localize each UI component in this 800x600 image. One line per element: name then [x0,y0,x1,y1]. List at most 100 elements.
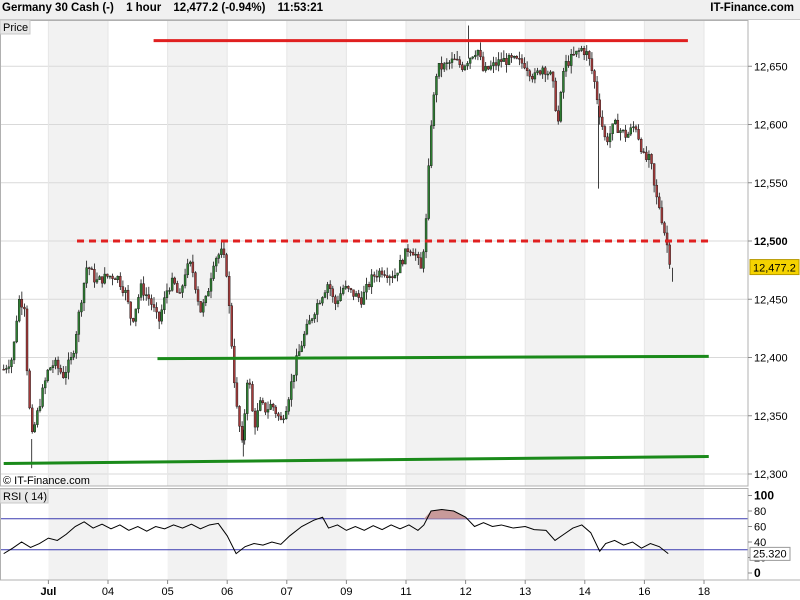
candle-body [217,254,220,259]
candle [264,402,267,415]
y-tick-label: 12,600 [754,120,788,132]
candle [647,150,651,168]
candle [295,348,298,382]
candle-body [466,63,469,67]
candle [354,290,358,297]
candle [261,397,265,405]
candle [194,271,197,294]
candle-body [163,297,166,311]
candle-body [396,272,399,276]
candle-body [202,302,205,313]
candle-body [665,232,669,246]
candle [2,364,5,371]
candle [269,399,272,410]
candle-body [430,125,433,166]
rsi-panel-frame [0,488,749,581]
candle [77,309,81,343]
candle-body [629,127,632,135]
candle [46,368,49,383]
candle [251,381,254,412]
candle-body [417,254,420,259]
candle [157,311,161,330]
candle [18,295,21,323]
candle [98,275,101,280]
candle [632,121,635,133]
candle-body [500,59,503,62]
candle [72,350,75,361]
candle-body [49,367,52,371]
session-band [644,488,704,580]
candle [378,268,381,283]
candle-body [634,126,638,130]
candle [512,55,516,60]
candle [665,225,669,253]
candle [334,294,337,311]
candle [12,341,16,365]
y-tick-label: 12,400 [754,353,788,365]
candle [217,252,220,264]
candle [145,287,148,301]
candle-body [468,57,472,64]
candle-body [637,129,640,140]
rsi-overbought-fill [423,509,469,519]
rsi-current-value: 25.320 [753,548,787,560]
candle [163,291,166,314]
candle [20,291,24,316]
candle-body [515,56,518,59]
candle [417,251,420,266]
candle [608,125,612,148]
candle [479,42,482,61]
candle [313,312,316,323]
y-tick-label: 12,450 [754,294,788,306]
y-tick-label: 12,550 [754,178,788,190]
candle [422,249,425,273]
candle-body [277,413,280,417]
candle [637,124,640,141]
candle-body [419,257,423,269]
candle-body [46,369,49,381]
candle-body [243,413,246,441]
candle-body [248,382,252,385]
session-band [286,20,347,486]
candle-body [487,66,490,70]
candle-body [557,110,560,122]
candle-body [147,294,151,299]
candle [80,299,83,317]
candle-body [329,284,332,289]
candle [409,249,412,257]
candle [292,374,296,389]
candle-body [608,133,612,143]
candle-body [437,63,441,77]
candle-body [601,116,604,127]
rsi-y-tick-label: 60 [754,522,766,534]
candle [453,54,456,61]
candle [411,248,415,256]
candle-body [409,251,412,253]
candle-body [62,371,65,378]
candle-body [145,294,148,296]
candle [132,317,135,323]
candle-body [251,384,254,412]
candle [331,285,334,303]
candle [339,286,342,302]
candle [401,258,404,267]
x-tick-label: 16 [638,586,650,598]
candle [621,129,625,134]
candle-body [282,418,285,421]
candle [129,301,132,326]
candle-body [321,297,324,304]
candle [75,331,78,359]
candle-body [652,163,656,186]
candle [639,137,643,154]
candle [611,123,614,141]
candle-body [642,151,645,153]
watermark-text: © IT-Finance.com [3,475,90,487]
candle [59,364,62,375]
candle-body [627,133,630,138]
candle [116,275,119,284]
candle [82,282,86,311]
candle [85,260,88,288]
candle-body [352,289,355,297]
candle [546,70,550,80]
candle-body [214,258,218,267]
